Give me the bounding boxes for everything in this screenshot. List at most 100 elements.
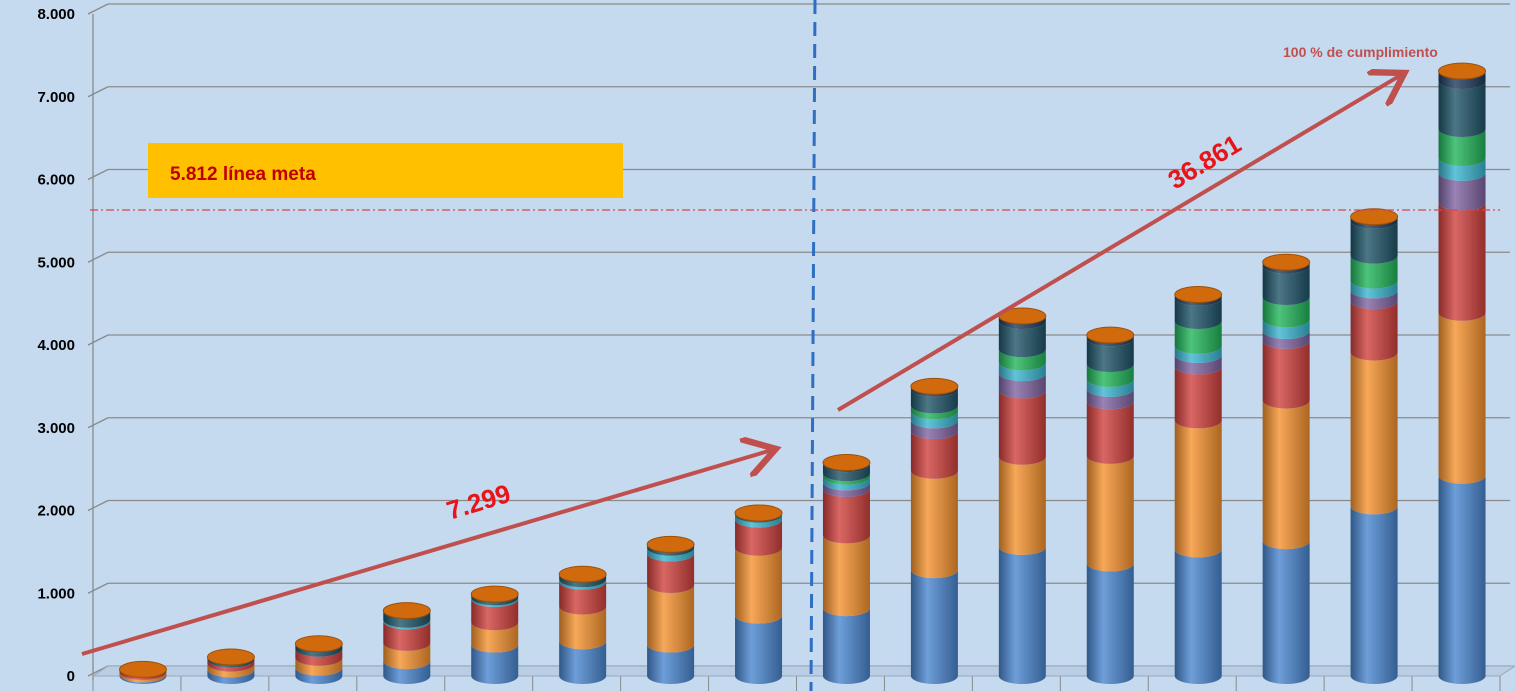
bar-segment	[119, 671, 167, 683]
bar-segment	[1438, 475, 1486, 684]
bar-stack	[734, 504, 783, 684]
bar-segment	[1174, 321, 1222, 354]
bar-segment	[559, 574, 607, 588]
bar-top-cap	[294, 635, 343, 653]
bar-segment	[647, 547, 695, 562]
bar-segment	[471, 599, 519, 631]
bar-segment	[1350, 506, 1398, 684]
bar-segment	[1262, 262, 1310, 274]
bar-top-cap	[1438, 62, 1487, 80]
bar-segment	[735, 615, 783, 684]
bar-segment	[1174, 297, 1222, 330]
bar-segment	[910, 431, 958, 479]
bar-segment	[471, 594, 519, 606]
target-label-box	[148, 143, 623, 198]
bar-stack	[206, 648, 255, 684]
bar-segment	[1086, 335, 1134, 347]
bar-top-cap	[646, 535, 695, 553]
bar-segment	[471, 622, 519, 653]
bar-segment	[822, 482, 870, 497]
bar-segment	[998, 390, 1046, 465]
bar-segment	[910, 388, 958, 414]
bar-stack	[470, 585, 519, 684]
bar-segment	[647, 553, 695, 593]
bar-segment	[1262, 340, 1310, 409]
bar-segment	[1086, 563, 1134, 684]
bar-segment	[735, 514, 783, 528]
bar-segment	[559, 579, 607, 590]
bar-segment	[383, 619, 431, 630]
y-tick-label: 0	[67, 668, 75, 685]
bar-segment	[735, 519, 783, 556]
bar-segment	[1438, 71, 1486, 90]
bar-top-cap	[822, 454, 871, 472]
bar-segment	[647, 644, 695, 684]
bar-segment	[1262, 330, 1310, 349]
y-axis: 0 1.000 2.000 3.000 4.000 5.000 6.000 7.000 8.00…	[37, 6, 75, 685]
compliance-label: 100 % de cumplimiento	[1283, 44, 1438, 60]
gridline-depth	[87, 251, 109, 263]
bar-stack	[1174, 286, 1223, 684]
bar-segment	[207, 656, 255, 668]
bar-top-cap	[470, 585, 519, 603]
bar-top-cap	[1086, 326, 1135, 344]
bar-segment	[822, 476, 870, 491]
bar-top-cap	[118, 660, 167, 678]
bar-top-cap	[1262, 253, 1311, 271]
y-tick-label: 3.000	[37, 420, 75, 437]
bar-top-cap	[910, 377, 959, 395]
bar-segment	[735, 547, 783, 624]
bar-stack	[558, 565, 607, 684]
bar-segment	[1174, 294, 1222, 306]
gridline-depth	[87, 334, 109, 346]
y-tick-label: 8.000	[37, 6, 75, 23]
y-tick-label: 6.000	[37, 172, 75, 189]
trend-arrow-2	[836, 75, 1401, 412]
bar-segment	[119, 674, 167, 684]
bar-segment	[471, 644, 519, 684]
bar-segment	[1174, 345, 1222, 363]
bar-segment	[1438, 202, 1486, 321]
bar-segment	[559, 581, 607, 615]
gridline-depth	[87, 417, 109, 429]
bar-segment	[383, 621, 431, 651]
gridline-depth	[87, 582, 109, 594]
bar-segment	[1086, 378, 1134, 397]
bar-segment	[559, 606, 607, 650]
bar-segment	[559, 641, 607, 684]
bar-segment	[1174, 354, 1222, 375]
y-tick-label: 5.000	[37, 254, 75, 271]
bar-stack	[1350, 208, 1399, 684]
bar-segment	[1350, 220, 1398, 264]
growth-label-1: 7.299	[443, 478, 514, 526]
gridline-depth	[87, 86, 109, 98]
bar-top-cap	[1350, 208, 1399, 226]
bar-top-cap	[1174, 286, 1223, 304]
bar-segment	[471, 597, 519, 608]
bar-segment	[207, 669, 255, 684]
y-tick-label: 4.000	[37, 337, 75, 354]
bar-segment	[1086, 338, 1134, 373]
bar-segment	[1262, 541, 1310, 684]
bar-segment	[1086, 388, 1134, 410]
gridline-depth	[87, 499, 109, 512]
bar-segment	[998, 362, 1046, 382]
bar-segment	[1350, 255, 1398, 289]
bar-segment	[1438, 81, 1486, 138]
bar-segment	[822, 464, 870, 482]
y-tick-label: 7.000	[37, 89, 75, 106]
bar-top-cap	[206, 648, 255, 666]
y-tick-label: 2.000	[37, 503, 75, 520]
bar-segment	[910, 405, 958, 420]
bar-stack	[294, 635, 343, 684]
bar-segment	[1262, 297, 1310, 328]
bar-segment	[1086, 364, 1134, 387]
bar-segment	[998, 456, 1046, 555]
bar-segment	[1438, 312, 1486, 484]
bar-segment	[207, 659, 255, 672]
bar-segment	[1262, 265, 1310, 306]
bar-segment	[910, 570, 958, 684]
bar-segment	[1262, 319, 1310, 339]
gridline-depth	[87, 3, 109, 15]
bar-segment	[1438, 157, 1486, 181]
